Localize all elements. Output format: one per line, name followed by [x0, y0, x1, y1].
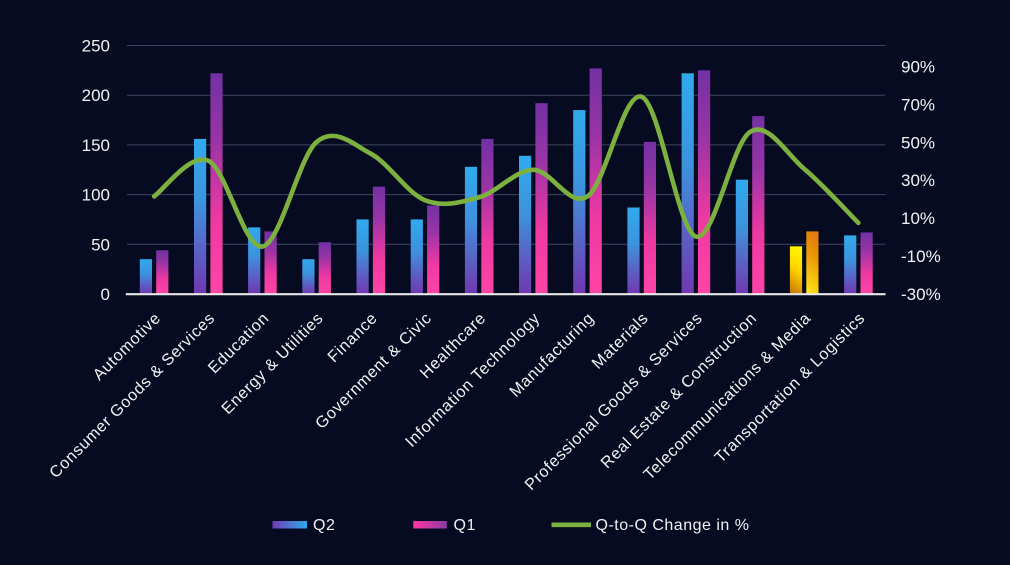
- svg-text:150: 150: [82, 136, 110, 155]
- svg-text:90%: 90%: [901, 58, 935, 77]
- svg-text:50: 50: [91, 235, 110, 254]
- svg-text:0: 0: [101, 285, 110, 304]
- svg-text:-10%: -10%: [901, 247, 941, 266]
- svg-text:-30%: -30%: [901, 285, 941, 304]
- svg-text:10%: 10%: [901, 209, 935, 228]
- svg-text:50%: 50%: [901, 133, 935, 152]
- svg-text:30%: 30%: [901, 171, 935, 190]
- svg-text:100: 100: [82, 186, 110, 205]
- svg-text:Q2: Q2: [313, 517, 335, 534]
- svg-text:Q1: Q1: [454, 517, 476, 534]
- svg-text:Q-to-Q Change in %: Q-to-Q Change in %: [596, 517, 750, 534]
- svg-text:250: 250: [82, 37, 110, 56]
- svg-text:200: 200: [82, 86, 110, 105]
- svg-text:70%: 70%: [901, 95, 935, 114]
